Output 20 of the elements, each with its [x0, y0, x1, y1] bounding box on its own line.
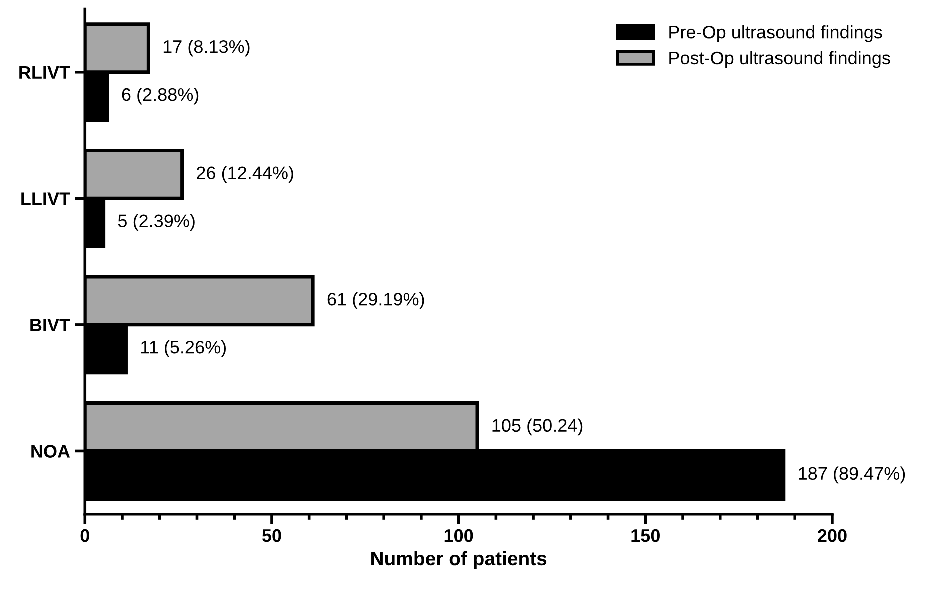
y-tick-label: NOA [32, 445, 70, 458]
y-tick-label: LLIVT [22, 192, 70, 206]
y-tick-label: BIVT [30, 319, 70, 332]
data-label: 6 (2.88%) [122, 88, 199, 105]
y-tick-label: RLIVT [20, 66, 70, 79]
x-tick-label: 0 [80, 529, 90, 542]
x-tick-label: 50 [262, 529, 282, 542]
x-tick-label: 100 [444, 529, 474, 542]
x-tick-label: 150 [632, 529, 660, 542]
x-tick-label: 200 [818, 529, 847, 542]
legend-label: Pre-Op ultrasound findings [670, 25, 882, 42]
legend-label: Post-Op ultrasound findings [670, 51, 890, 68]
data-label: 11 (5.26%) [142, 340, 226, 358]
data-label: 5 (2.39%) [118, 214, 195, 232]
data-label: 61 (29.19%) [328, 292, 424, 310]
data-label: 187 (89.47%) [799, 466, 906, 484]
data-label: 17 (8.13%) [164, 40, 250, 57]
data-label: 26 (12.44%) [197, 166, 294, 184]
data-label: 105 (50.24) [492, 418, 583, 436]
x-axis-title: Number of patients [372, 551, 547, 570]
